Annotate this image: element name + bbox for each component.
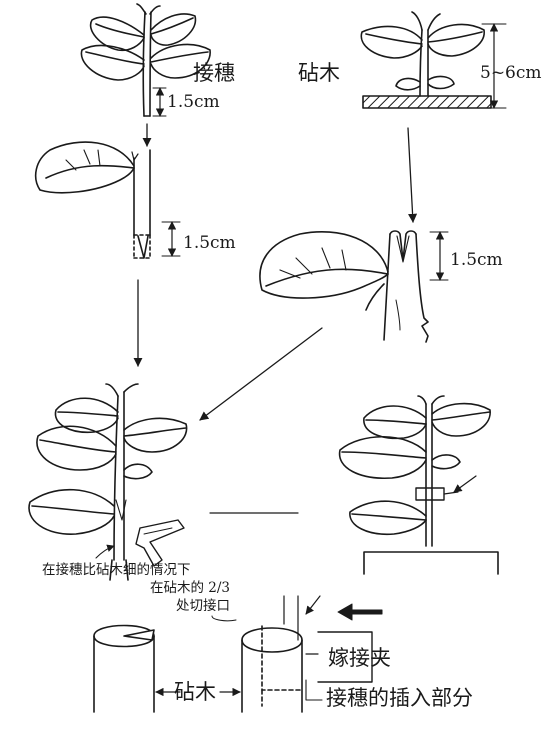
arrow-split-to-graft: [199, 327, 323, 421]
label-scion-wedge-length: 1.5cm: [183, 233, 236, 253]
label-height-range: 5~6cm: [480, 63, 542, 83]
label-scion: 接穗: [193, 61, 235, 85]
label-rootstock-bottom: 砧木: [174, 680, 216, 704]
rootstock-split: [259, 230, 449, 343]
note-line-2: 在砧木的 2/3: [150, 580, 231, 596]
potted-grafted-seedling: [338, 395, 499, 575]
label-scion-cut-length: 1.5cm: [167, 92, 220, 112]
grafted-seedling: [28, 383, 188, 581]
arrow-rootstock-to-split: [407, 127, 418, 223]
rootstock-cross-section: [93, 595, 383, 713]
note-line-1: 在接穗比砧木细的情况下: [42, 562, 191, 578]
label-rootstock-top: 砧木: [298, 61, 340, 85]
scion-seedling: [80, 3, 211, 117]
rootstock-seedling: [360, 11, 507, 109]
note-line-3: 处切接口: [176, 598, 230, 614]
label-rootstock-split-length: 1.5cm: [450, 250, 503, 270]
label-grafting-clip: 嫁接夹: [328, 646, 391, 670]
scion-wedge: [34, 141, 181, 259]
label-scion-insert-part: 接穗的插入部分: [326, 686, 473, 710]
